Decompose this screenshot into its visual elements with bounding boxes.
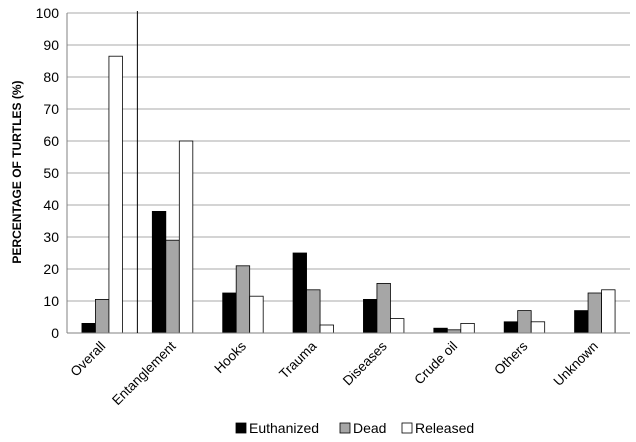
y-tick-label: 60 xyxy=(43,133,59,149)
x-category-label: Overall xyxy=(67,339,108,380)
bar-released xyxy=(460,322,475,334)
bar-released xyxy=(390,318,405,334)
bar-euthanized xyxy=(292,252,307,334)
legend-swatch xyxy=(235,422,247,434)
legend-label: Released xyxy=(415,420,474,436)
bar-dead xyxy=(376,282,391,334)
y-tick-label: 50 xyxy=(43,165,59,181)
y-tick-label: 0 xyxy=(51,325,59,341)
y-tick-label: 20 xyxy=(43,261,59,277)
bar-released xyxy=(108,55,123,334)
legend-label: Dead xyxy=(353,420,386,436)
legend-item: Dead xyxy=(339,420,386,436)
y-tick-label: 10 xyxy=(43,293,59,309)
bar-dead xyxy=(587,292,602,334)
y-tick-label: 80 xyxy=(43,69,59,85)
bar-dead xyxy=(165,239,180,334)
y-axis-ticks: 0 10 20 30 40 50 60 70 80 90 100 xyxy=(36,5,60,341)
x-category-label: Entanglement xyxy=(109,338,179,408)
x-category-label: Crude oil xyxy=(411,339,460,388)
y-tick-label: 100 xyxy=(36,5,60,21)
legend: Euthanized Dead Released xyxy=(235,420,474,436)
legend-label: Euthanized xyxy=(249,420,319,436)
x-axis-categories: Overall Entanglement Hooks Trauma Diseases Cr… xyxy=(67,338,600,408)
y-tick-label: 70 xyxy=(43,101,59,117)
y-tick-label: 90 xyxy=(43,37,59,53)
legend-item: Released xyxy=(401,420,474,436)
bar-euthanized xyxy=(363,298,378,334)
bar-dead xyxy=(517,310,532,334)
bars xyxy=(81,55,616,334)
x-category-label: Others xyxy=(491,338,530,377)
bar-released xyxy=(530,321,546,334)
y-axis-label: PERCENTAGE OF TURTLES (%) xyxy=(10,80,24,263)
bar-euthanized xyxy=(151,210,167,334)
bar-euthanized xyxy=(81,322,96,334)
x-category-label: Trauma xyxy=(276,338,319,381)
bar-released xyxy=(178,140,194,334)
legend-swatch xyxy=(401,422,413,434)
gridlines xyxy=(67,12,630,302)
bar-euthanized xyxy=(503,321,519,334)
axes xyxy=(66,11,630,334)
bar-dead xyxy=(306,289,321,334)
bar-euthanized xyxy=(222,292,237,334)
bar-released xyxy=(249,295,264,334)
legend-swatch xyxy=(339,422,351,434)
x-category-label: Hooks xyxy=(211,338,249,376)
bar-euthanized xyxy=(433,327,448,334)
x-category-label: Unknown xyxy=(551,339,601,389)
bar-dead xyxy=(95,298,110,334)
y-tick-label: 30 xyxy=(43,229,59,245)
bar-euthanized xyxy=(574,310,589,334)
bar-released xyxy=(601,289,616,334)
y-tick-label: 40 xyxy=(43,197,59,213)
bar-released xyxy=(319,324,334,334)
legend-item: Euthanized xyxy=(235,420,319,436)
bar-dead xyxy=(235,265,251,334)
x-category-label: Diseases xyxy=(340,338,390,388)
